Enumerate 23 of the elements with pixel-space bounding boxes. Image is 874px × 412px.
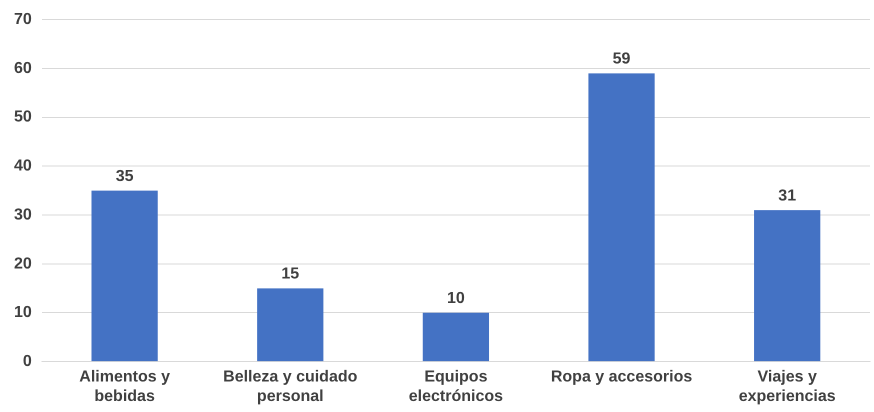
data-label: 59 — [612, 50, 631, 68]
bar — [422, 312, 490, 362]
x-tick-label: Equipos electrónicos — [408, 368, 504, 405]
y-tick-label: 60 — [14, 60, 32, 77]
data-label: 35 — [116, 168, 134, 186]
bar — [257, 288, 324, 362]
x-tick-label: Viajes y experiencias — [738, 368, 836, 405]
y-tick-label: 20 — [14, 255, 32, 272]
x-tick-label: Belleza y cuidado personal — [223, 368, 358, 405]
y-tick-label: 50 — [14, 108, 32, 126]
y-tick-label: 40 — [14, 158, 32, 175]
x-tick-label: Ropa y accesorios — [550, 368, 692, 386]
data-label: 10 — [447, 290, 465, 308]
x-tick-label: Alimentos y bebidas — [79, 368, 170, 405]
bar — [754, 210, 820, 362]
y-tick-label: 30 — [14, 206, 32, 224]
data-label: 15 — [281, 266, 300, 283]
bar — [91, 190, 158, 362]
bar — [588, 73, 655, 362]
y-tick-label: 70 — [14, 11, 32, 28]
y-tick-label: 10 — [14, 304, 32, 322]
data-label: 31 — [778, 188, 796, 205]
y-tick-label: 0 — [22, 353, 32, 370]
